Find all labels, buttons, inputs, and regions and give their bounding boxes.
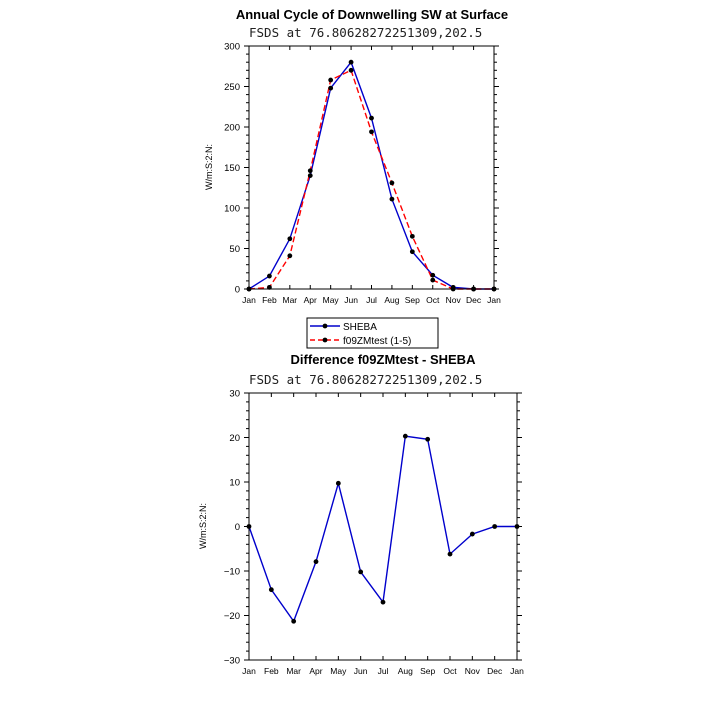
- x-tick-label: Mar: [283, 295, 298, 305]
- data-point-0: [469, 531, 475, 537]
- data-point-1: [287, 253, 293, 259]
- data-point-0: [389, 196, 395, 202]
- data-point-0: [268, 587, 274, 593]
- data-point-0: [430, 272, 436, 278]
- series-line-0: [248, 435, 517, 623]
- y-axis-label: W/m:S:2:N:: [198, 503, 208, 549]
- x-tick-label: Dec: [466, 295, 482, 305]
- y-tick-label: −30: [224, 656, 240, 667]
- data-point-0: [425, 436, 431, 442]
- y-axis-label: W/m:S:2:N:: [204, 144, 214, 190]
- data-point-0: [335, 480, 341, 486]
- legend-label-model: f09ZMtest (1-5): [343, 336, 411, 347]
- data-point-1: [328, 77, 334, 83]
- data-point-0: [380, 599, 386, 605]
- x-tick-label: Jan: [242, 295, 256, 305]
- data-point-1: [389, 180, 395, 186]
- x-tick-label: Oct: [426, 295, 440, 305]
- x-tick-label: Sep: [420, 666, 435, 676]
- data-point-1: [348, 67, 354, 73]
- x-tick-label: Sep: [405, 295, 420, 305]
- y-tick-label: 0: [235, 285, 240, 296]
- legend-marker-sheba: [322, 323, 328, 329]
- x-tick-label: May: [323, 295, 340, 305]
- x-tick-label: Jan: [487, 295, 501, 305]
- data-point-1: [409, 233, 415, 239]
- series-line-0: [248, 60, 494, 290]
- x-tick-label: Oct: [443, 666, 457, 676]
- annual-cycle-panel: Annual Cycle of Downwelling SW at Surfac…: [204, 7, 508, 305]
- y-tick-label: 150: [224, 163, 240, 174]
- x-tick-label: Jan: [242, 666, 256, 676]
- chart-title: Difference f09ZMtest - SHEBA: [291, 352, 477, 367]
- x-tick-label: May: [330, 666, 347, 676]
- data-point-1: [369, 129, 374, 135]
- difference-panel: Difference f09ZMtest - SHEBA FSDS at 76.…: [198, 352, 524, 676]
- legend-box: [306, 317, 439, 349]
- data-point-0: [328, 85, 334, 91]
- x-tick-label: Feb: [262, 295, 277, 305]
- data-point-0: [287, 236, 293, 242]
- data-point-0: [348, 59, 354, 65]
- data-point-0: [369, 115, 374, 121]
- x-tick-label: Apr: [304, 295, 317, 305]
- x-tick-label: Jul: [366, 295, 377, 305]
- series-line-1: [248, 69, 494, 290]
- y-tick-label: 250: [224, 82, 240, 93]
- y-tick-label: 20: [229, 433, 240, 444]
- x-tick-label: Aug: [384, 295, 399, 305]
- x-tick-label: Nov: [465, 666, 481, 676]
- plot-frame: [248, 392, 518, 661]
- chart-subtitle: FSDS at 76.80628272251309,202.5: [249, 25, 482, 40]
- legend-label-sheba: SHEBA: [343, 322, 377, 333]
- data-point-0: [402, 433, 408, 439]
- data-point-0: [291, 618, 297, 624]
- data-point-0: [358, 569, 364, 575]
- y-tick-label: 200: [224, 123, 240, 134]
- chart-subtitle: FSDS at 76.80628272251309,202.5: [249, 372, 482, 387]
- x-tick-label: Jun: [344, 295, 358, 305]
- x-tick-label: Apr: [309, 666, 322, 676]
- y-tick-label: −10: [224, 567, 240, 578]
- y-tick-label: 30: [229, 389, 240, 400]
- y-tick-label: 100: [224, 204, 240, 215]
- y-tick-label: 10: [229, 478, 240, 489]
- x-tick-label: Aug: [398, 666, 413, 676]
- x-tick-label: Dec: [487, 666, 503, 676]
- x-tick-label: Jul: [378, 666, 389, 676]
- legend-marker-model: [322, 337, 328, 343]
- data-point-0: [447, 551, 453, 557]
- x-tick-label: Mar: [286, 666, 301, 676]
- x-tick-label: Jan: [510, 666, 524, 676]
- x-tick-label: Jun: [354, 666, 368, 676]
- y-tick-label: −20: [224, 611, 240, 622]
- data-point-1: [430, 277, 436, 283]
- data-point-0: [409, 249, 415, 255]
- data-point-0: [307, 173, 313, 179]
- plot-frame: [248, 45, 495, 290]
- data-point-0: [492, 524, 498, 529]
- y-tick-label: 0: [235, 522, 240, 533]
- legend: SHEBA f09ZMtest (1-5): [306, 317, 439, 349]
- data-point-1: [307, 168, 313, 174]
- data-point-0: [267, 273, 272, 279]
- data-point-0: [313, 559, 319, 565]
- y-tick-label: 50: [229, 244, 240, 255]
- chart-title: Annual Cycle of Downwelling SW at Surfac…: [236, 7, 508, 22]
- x-tick-label: Nov: [446, 295, 462, 305]
- y-tick-label: 300: [224, 42, 240, 53]
- x-tick-label: Feb: [264, 666, 279, 676]
